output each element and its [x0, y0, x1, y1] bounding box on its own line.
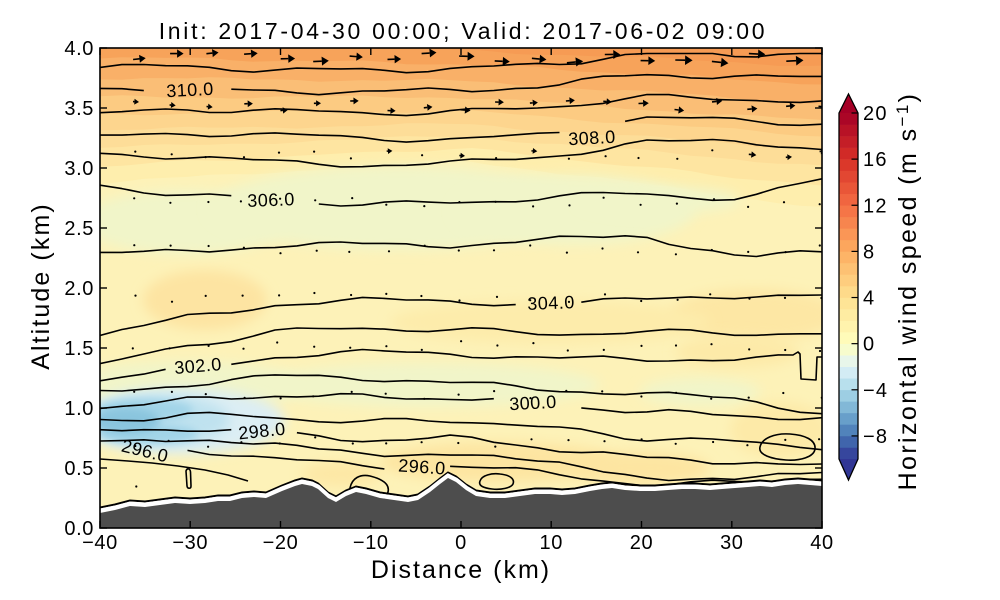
svg-text:0.5: 0.5: [64, 458, 94, 480]
svg-text:310.0: 310.0: [166, 79, 215, 101]
svg-text:Horizontal wind speed (m s−1): Horizontal wind speed (m s−1): [893, 92, 922, 491]
svg-text:8: 8: [863, 241, 875, 263]
svg-text:10: 10: [539, 532, 562, 554]
svg-text:300.0: 300.0: [509, 392, 558, 414]
svg-text:1.0: 1.0: [64, 398, 94, 420]
svg-text:−30: −30: [172, 532, 208, 554]
svg-text:20: 20: [863, 103, 888, 125]
svg-text:Distance (km): Distance (km): [371, 556, 551, 584]
svg-text:4: 4: [863, 288, 875, 310]
svg-text:298.0: 298.0: [237, 419, 286, 444]
svg-text:20: 20: [630, 532, 653, 554]
svg-text:2.0: 2.0: [64, 278, 94, 300]
svg-text:306.0: 306.0: [247, 189, 295, 211]
svg-text:−10: −10: [353, 532, 389, 554]
svg-text:296.0: 296.0: [398, 455, 447, 478]
svg-text:4.0: 4.0: [64, 38, 94, 60]
svg-text:3.5: 3.5: [64, 98, 94, 120]
svg-text:16: 16: [863, 149, 888, 171]
svg-text:−40: −40: [82, 532, 118, 554]
svg-text:0.0: 0.0: [64, 518, 94, 540]
svg-text:3.0: 3.0: [64, 158, 94, 180]
svg-text:40: 40: [810, 532, 833, 554]
svg-text:30: 30: [720, 532, 743, 554]
svg-text:302.0: 302.0: [173, 354, 222, 378]
svg-text:1.5: 1.5: [64, 338, 94, 360]
svg-text:−4: −4: [863, 380, 888, 402]
svg-text:304.0: 304.0: [527, 292, 575, 314]
svg-text:308.0: 308.0: [568, 127, 617, 149]
svg-text:12: 12: [863, 195, 888, 217]
svg-text:2.5: 2.5: [64, 218, 94, 240]
svg-text:Init: 2017-04-30 00:00; Valid:: Init: 2017-04-30 00:00; Valid: 2017-06-0…: [159, 18, 768, 44]
svg-text:Altitude (km): Altitude (km): [27, 202, 55, 370]
svg-text:0: 0: [455, 532, 467, 554]
svg-text:−20: −20: [263, 532, 299, 554]
svg-text:0: 0: [863, 334, 875, 356]
svg-text:−8: −8: [863, 426, 888, 448]
